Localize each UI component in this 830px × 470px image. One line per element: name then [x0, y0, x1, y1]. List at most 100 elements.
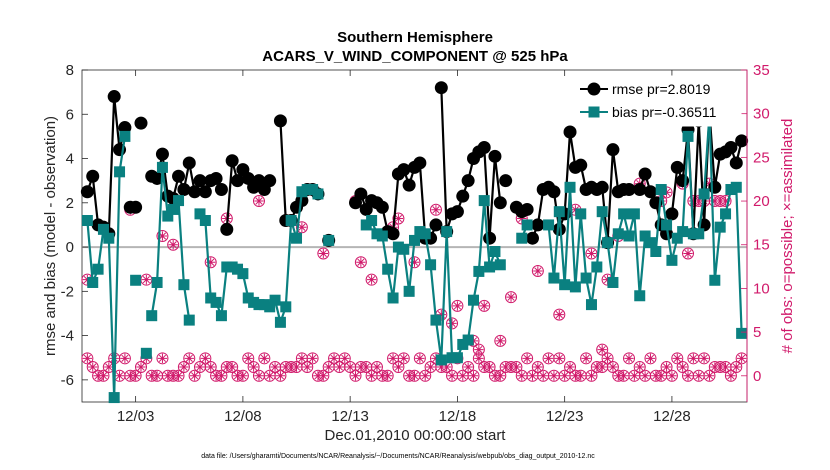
chart-subtitle: ACARS_V_WIND_COMPONENT @ 525 hPa	[262, 48, 568, 65]
obs-possible-circle	[419, 369, 432, 382]
obs-assimilated-star	[372, 362, 382, 372]
obs-assimilated-star	[307, 353, 318, 363]
obs-assimilated-star	[447, 318, 457, 329]
obs-count-marker	[472, 343, 485, 356]
obs-count-marker	[692, 369, 705, 382]
obs-possible-circle	[676, 361, 689, 374]
obs-assimilated-star	[484, 362, 495, 372]
obs-count-marker	[510, 361, 523, 374]
obs-assimilated-star	[640, 371, 650, 381]
bias-point	[97, 223, 109, 235]
obs-count-marker	[553, 352, 566, 365]
rmse-point	[172, 169, 186, 183]
y2-tick-label: 15	[753, 237, 770, 254]
rmse-point	[86, 169, 100, 183]
rmse-point	[729, 156, 743, 170]
obs-assimilated-star	[731, 362, 741, 372]
rmse-point	[354, 187, 368, 201]
obs-count-marker	[252, 195, 265, 208]
obs-possible-circle	[97, 369, 110, 382]
obs-assimilated-star	[184, 353, 194, 363]
rmse-point	[429, 218, 443, 232]
obs-assimilated-star	[275, 371, 286, 381]
obs-count-marker	[633, 361, 646, 374]
obs-count-marker	[585, 369, 598, 382]
obs-possible-circle	[306, 352, 319, 365]
obs-assimilated-star	[291, 362, 302, 372]
obs-assimilated-star	[120, 353, 130, 363]
data-file-footnote: data file: /Users/gharamti/Documents/NCA…	[201, 453, 595, 460]
bias-point	[409, 234, 420, 246]
obs-count-marker	[735, 352, 748, 365]
obs-count-marker	[596, 343, 609, 356]
rmse-point	[450, 205, 464, 219]
rmse-point	[520, 202, 534, 216]
rmse-point	[80, 185, 94, 199]
rmse-point	[622, 183, 636, 197]
bias-point	[194, 208, 206, 220]
rmse-point	[198, 185, 212, 199]
obs-assimilated-star	[318, 371, 329, 381]
obs-assimilated-star	[586, 248, 597, 259]
obs-count-marker	[258, 352, 271, 365]
obs-count-marker	[97, 369, 110, 382]
obs-possible-circle	[596, 343, 609, 356]
obs-count-marker	[521, 352, 534, 365]
obs-possible-circle	[118, 352, 131, 365]
bias-point	[425, 259, 437, 271]
bias-point	[473, 265, 485, 277]
bias-point	[81, 215, 93, 227]
obs-count-marker	[129, 369, 142, 382]
obs-count-marker	[252, 369, 265, 382]
rmse-point	[676, 174, 690, 188]
obs-count-marker	[494, 369, 507, 382]
obs-assimilated-star	[533, 266, 543, 276]
obs-assimilated-star	[361, 362, 371, 372]
bias-point	[119, 130, 131, 142]
bias-point	[274, 316, 286, 328]
obs-assimilated-star	[736, 353, 747, 363]
obs-count-marker	[392, 212, 405, 225]
obs-possible-circle	[429, 203, 442, 216]
x-tick-label: 12/08	[224, 408, 262, 425]
obs-count-marker	[392, 361, 405, 374]
obs-possible-circle	[633, 361, 646, 374]
obs-assimilated-star	[98, 371, 109, 381]
obs-possible-circle	[665, 369, 678, 382]
series-layer	[80, 81, 749, 404]
obs-assimilated-star	[506, 292, 516, 302]
obs-count-marker	[451, 299, 464, 312]
obs-possible-circle	[317, 369, 330, 382]
obs-assimilated-star	[720, 196, 731, 206]
obs-possible-circle	[354, 256, 367, 269]
obs-possible-circle	[381, 369, 394, 382]
rmse-point	[386, 227, 400, 241]
rmse-point	[456, 189, 470, 203]
bias-point	[467, 294, 479, 306]
x-tick-label: 12/23	[546, 408, 584, 425]
bias-point	[553, 206, 565, 218]
rmse-point	[214, 183, 228, 197]
obs-possible-circle	[349, 369, 362, 382]
obs-count-marker	[419, 369, 432, 382]
y2-axis-label: # of obs: o=possible; ×=assimilated	[779, 119, 796, 354]
obs-assimilated-star	[393, 362, 404, 372]
obs-assimilated-star	[479, 301, 489, 311]
obs-count-marker	[580, 352, 593, 365]
obs-possible-circle	[177, 361, 190, 374]
obs-assimilated-star	[608, 362, 618, 372]
obs-possible-circle	[156, 352, 169, 365]
obs-count-marker	[719, 195, 732, 208]
obs-assimilated-star	[297, 222, 307, 232]
rmse-point	[633, 183, 647, 197]
rmse-point	[107, 90, 121, 104]
bias-point	[634, 290, 646, 302]
obs-assimilated-star	[141, 275, 152, 285]
obs-possible-circle	[521, 352, 534, 365]
obs-possible-circle	[531, 361, 544, 374]
obs-assimilated-star	[495, 371, 505, 381]
bias-point	[612, 228, 624, 240]
obs-assimilated-star	[334, 362, 345, 372]
obs-assimilated-star	[265, 371, 275, 381]
